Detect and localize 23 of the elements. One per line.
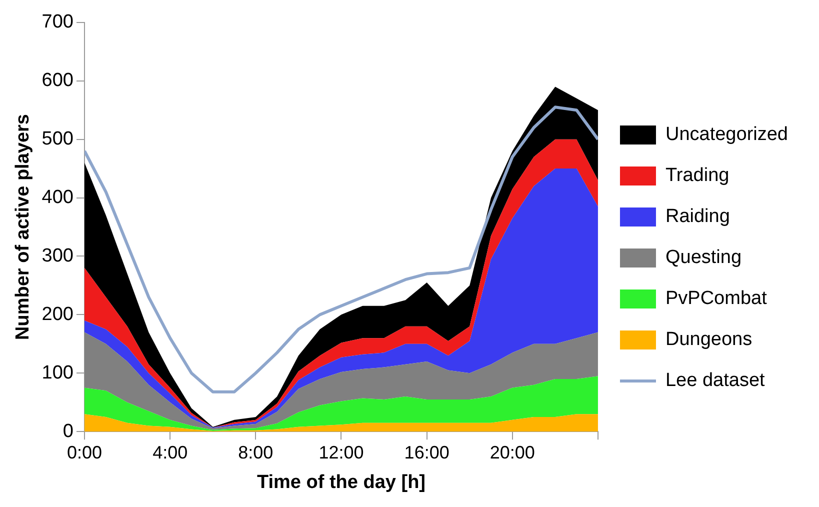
x-tick-label: 8:00 — [238, 442, 274, 462]
x-tick-label: 20:00 — [490, 442, 535, 462]
y-tick-label: 400 — [42, 187, 74, 208]
y-tick-label: 200 — [42, 304, 74, 325]
x-tick-label: 0:00 — [66, 442, 102, 462]
legend-label: Trading — [665, 165, 730, 186]
legend-label: Dungeons — [665, 329, 752, 350]
legend-label: Questing — [665, 247, 742, 268]
y-tick-label: 100 — [42, 362, 74, 384]
x-tick-label: 12:00 — [318, 442, 364, 462]
x-tick-label: 4:00 — [152, 442, 188, 462]
y-tick-label: 700 — [42, 12, 74, 33]
y-axis-title: Number of active players — [12, 114, 34, 340]
y-tick-label: 300 — [42, 245, 74, 266]
legend-label: Raiding — [665, 206, 730, 228]
legend-label: PvPCombat — [665, 288, 768, 310]
legend-label: Uncategorized — [665, 124, 788, 146]
y-tick-label: 0 — [62, 420, 74, 442]
y-tick-label: 500 — [42, 128, 74, 150]
x-axis-title: Time of the day [h] — [256, 472, 426, 493]
x-tick-label: 16:00 — [404, 442, 450, 462]
y-tick-label: 600 — [42, 70, 74, 92]
legend-label: Lee dataset — [665, 370, 766, 392]
